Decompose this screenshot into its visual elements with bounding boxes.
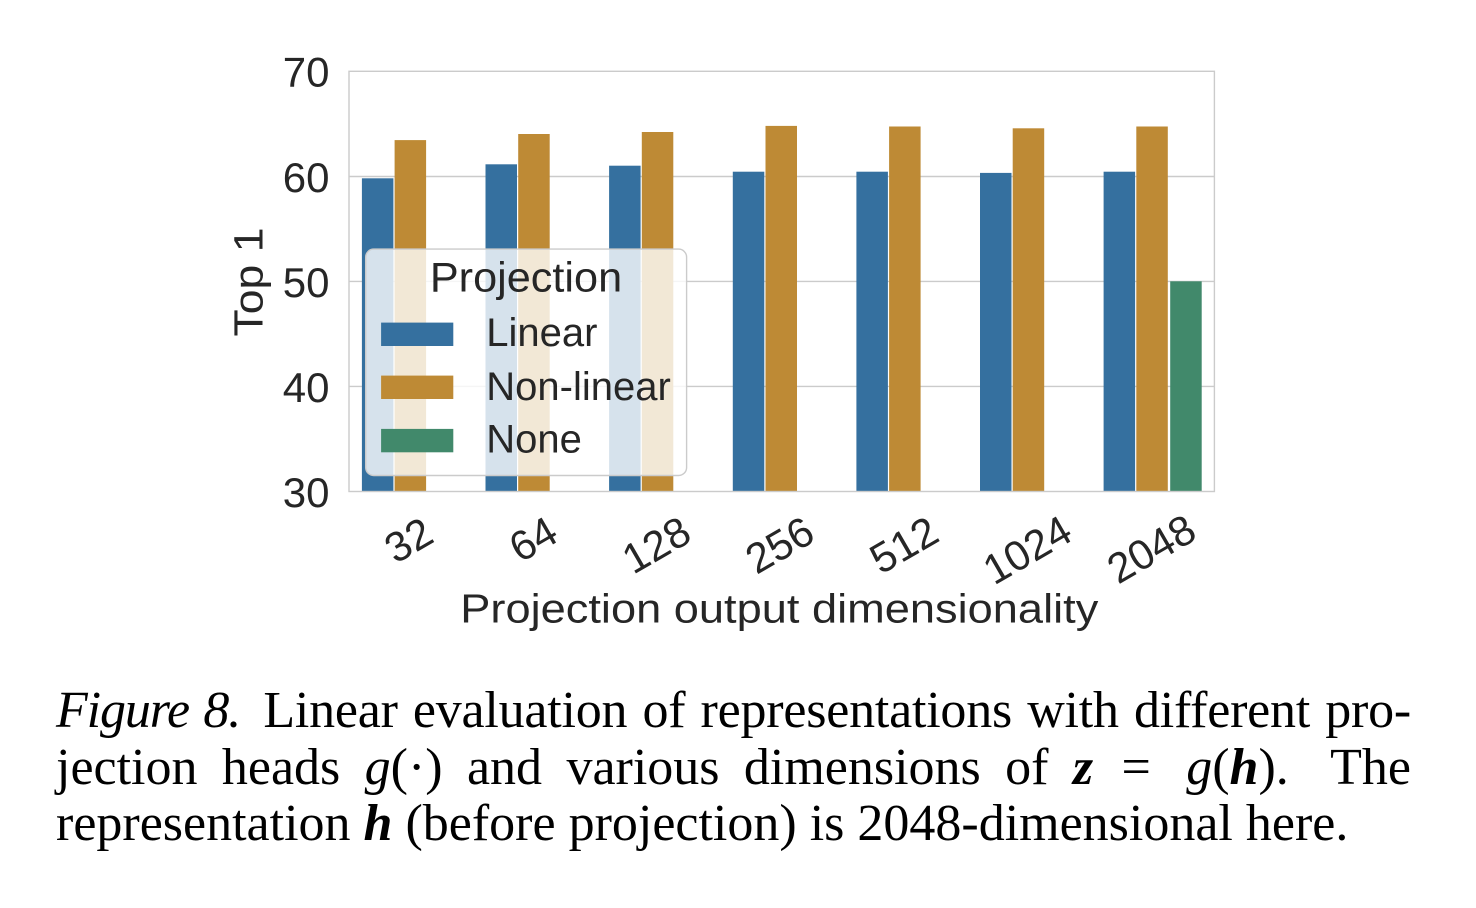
svg-text:Projection: Projection [430, 254, 622, 301]
svg-text:Projection output dimensionali: Projection output dimensionality [460, 586, 1099, 632]
svg-text:60: 60 [283, 154, 330, 201]
svg-text:50: 50 [283, 259, 330, 306]
svg-text:40: 40 [283, 364, 330, 411]
svg-text:32: 32 [377, 508, 441, 572]
svg-text:Non-linear: Non-linear [486, 365, 671, 409]
svg-text:64: 64 [501, 507, 565, 571]
svg-text:30: 30 [283, 469, 330, 516]
svg-text:512: 512 [862, 507, 946, 583]
svg-text:2048: 2048 [1099, 505, 1203, 592]
svg-text:None: None [486, 418, 582, 462]
svg-text:1024: 1024 [975, 506, 1079, 593]
svg-text:70: 70 [283, 49, 330, 96]
svg-text:256: 256 [738, 507, 822, 583]
svg-text:Top 1: Top 1 [226, 228, 272, 337]
svg-text:128: 128 [614, 507, 698, 583]
svg-text:Linear: Linear [486, 311, 597, 355]
